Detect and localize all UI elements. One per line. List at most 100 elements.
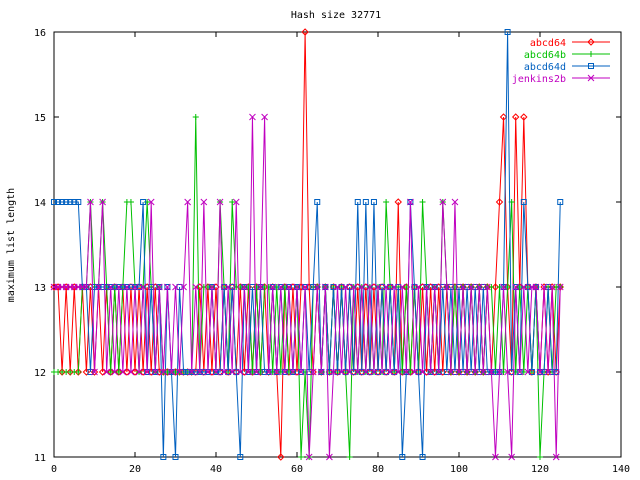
data-point-abcd64 <box>495 198 504 206</box>
data-point-jenkins2b <box>419 368 426 376</box>
data-point-jenkins2b <box>184 198 192 206</box>
data-point-abcd64d <box>180 369 187 375</box>
data-point-jenkins2b <box>330 368 337 376</box>
data-point-jenkins2b <box>536 368 544 376</box>
data-point-abcd64d <box>176 284 183 290</box>
y-tick-label: 12 <box>34 368 46 379</box>
data-point-abcd64d <box>541 369 548 375</box>
y-tick-label: 16 <box>34 28 46 39</box>
data-point-jenkins2b <box>342 283 349 291</box>
data-point-abcd64b <box>192 114 199 120</box>
data-point-abcd64d <box>233 369 240 375</box>
data-point-jenkins2b <box>269 283 277 291</box>
y-tick-label: 11 <box>34 453 46 464</box>
data-point-abcd64d <box>119 284 126 290</box>
data-point-jenkins2b <box>147 198 155 206</box>
data-point-abcd64d <box>395 284 402 290</box>
data-point-jenkins2b <box>236 368 244 376</box>
data-point-jenkins2b <box>151 368 159 376</box>
data-point-jenkins2b <box>321 283 329 291</box>
data-point-abcd64 <box>394 198 402 206</box>
data-point-jenkins2b <box>398 283 406 291</box>
data-point-jenkins2b <box>459 283 467 291</box>
x-tick-label: 60 <box>291 464 303 475</box>
legend-label-abcd64d: abcd64d <box>524 62 566 73</box>
data-point-abcd64d <box>314 199 321 205</box>
data-point-jenkins2b <box>475 283 483 291</box>
data-point-abcd64d <box>71 199 78 205</box>
data-point-jenkins2b <box>261 113 268 121</box>
data-point-jenkins2b <box>119 368 127 376</box>
data-point-jenkins2b <box>293 283 301 291</box>
data-point-jenkins2b <box>423 283 430 291</box>
data-point-jenkins2b <box>520 283 528 291</box>
data-point-jenkins2b <box>188 368 196 376</box>
data-point-abcd64b <box>127 199 134 205</box>
data-point-jenkins2b <box>431 283 439 291</box>
data-point-jenkins2b <box>196 368 204 376</box>
data-point-abcd64d <box>504 29 511 35</box>
data-point-abcd64 <box>277 453 285 461</box>
data-point-jenkins2b <box>164 283 171 291</box>
data-point-jenkins2b <box>447 368 455 376</box>
data-point-jenkins2b <box>443 283 451 291</box>
data-point-jenkins2b <box>180 283 187 291</box>
data-point-jenkins2b <box>362 368 370 376</box>
data-point-jenkins2b <box>245 368 252 376</box>
data-point-jenkins2b <box>212 368 220 376</box>
data-point-jenkins2b <box>208 283 216 291</box>
series-line-abcd64d <box>54 31 561 458</box>
data-point-abcd64d <box>330 284 337 290</box>
data-point-abcd64d <box>383 369 390 375</box>
data-point-jenkins2b <box>192 283 200 291</box>
data-point-abcd64b <box>107 369 114 375</box>
series-layer <box>50 28 564 461</box>
data-point-jenkins2b <box>257 283 264 291</box>
data-point-abcd64d <box>419 454 426 460</box>
data-point-abcd64d <box>342 369 349 375</box>
data-point-abcd64d <box>358 369 365 375</box>
data-point-jenkins2b <box>155 283 163 291</box>
data-point-abcd64b <box>383 199 390 205</box>
data-point-jenkins2b <box>374 283 382 291</box>
data-point-abcd64d <box>362 199 369 205</box>
data-point-abcd64d <box>480 284 487 290</box>
x-tick-label: 20 <box>129 464 141 475</box>
data-point-abcd64d <box>261 369 268 375</box>
data-point-jenkins2b <box>415 283 422 291</box>
data-point-jenkins2b <box>159 368 167 376</box>
y-tick-label: 13 <box>34 283 46 294</box>
data-point-jenkins2b <box>99 198 106 206</box>
data-point-jenkins2b <box>309 368 317 376</box>
data-point-abcd64d <box>200 369 207 375</box>
data-point-jenkins2b <box>83 283 90 291</box>
data-point-abcd64d <box>391 369 398 375</box>
series-jenkins2b <box>50 113 564 461</box>
data-point-jenkins2b <box>508 453 516 461</box>
legend-marker-abcd64d <box>588 63 594 69</box>
data-point-abcd64d <box>51 199 57 205</box>
x-tick-label: 40 <box>210 464 222 475</box>
data-point-abcd64 <box>511 113 520 121</box>
data-point-abcd64d <box>55 199 62 205</box>
data-point-jenkins2b <box>366 283 374 291</box>
data-point-abcd64d <box>334 369 341 375</box>
data-point-jenkins2b <box>127 368 135 376</box>
data-point-abcd64d <box>460 369 467 375</box>
data-point-jenkins2b <box>204 368 212 376</box>
data-point-abcd64d <box>468 369 475 375</box>
series-line-jenkins2b <box>54 116 561 458</box>
data-point-abcd64d <box>127 284 134 290</box>
data-point-abcd64d <box>415 369 422 375</box>
data-point-abcd64d <box>75 199 82 205</box>
data-point-abcd64d <box>338 284 345 290</box>
data-point-jenkins2b <box>168 368 175 376</box>
legend-label-jenkins2b: jenkins2b <box>512 74 566 85</box>
data-point-abcd64d <box>346 284 353 290</box>
data-point-jenkins2b <box>95 283 102 291</box>
data-point-abcd64b <box>298 454 305 460</box>
data-point-abcd64b <box>115 369 122 375</box>
y-tick-label: 14 <box>34 198 46 209</box>
